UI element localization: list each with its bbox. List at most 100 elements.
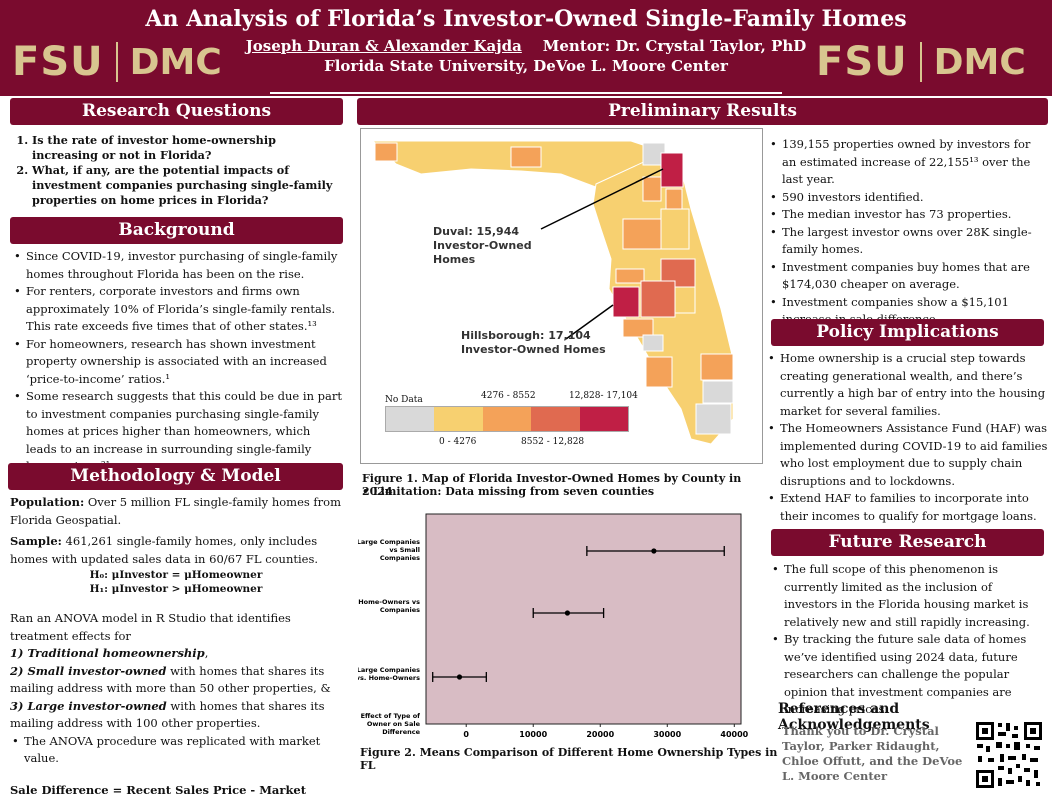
anova-replicated: The ANOVA procedure was replicated with …: [10, 733, 342, 768]
fsu-dmc-logo-right: FSU DMC: [816, 39, 1026, 85]
research-questions-list: Is the rate of investor home-ownership i…: [12, 133, 340, 208]
county-clay: [642, 176, 662, 202]
fsu-dmc-logo-left: FSU DMC: [12, 39, 222, 85]
chart-plot-area: [425, 513, 742, 725]
treatment-1: 1) Traditional homeownership,: [10, 646, 209, 660]
county-osceola: [674, 286, 696, 314]
research-question: Is the rate of investor home-ownership i…: [32, 133, 340, 163]
policy-item: Extend HAF to families to incorporate in…: [766, 490, 1048, 525]
figure-1-limitation: • Limitation: Data missing from seven co…: [362, 485, 655, 498]
poster-header: An Analysis of Florida’s Investor-Owned …: [0, 0, 1052, 96]
county-manatee: [622, 318, 654, 338]
county-pasco: [615, 268, 645, 284]
background-item: For renters, corporate investors and fir…: [12, 283, 342, 336]
florida-map-figure: Duval: 15,944 Investor-Owned Homes Hills…: [360, 128, 763, 464]
methodology-body: Population: Over 5 million FL single-fam…: [10, 494, 342, 802]
legend-range-4-label: 12,828- 17,104: [569, 391, 638, 401]
chart-category-labels: Large Companies vs Small Companies Home-Ow…: [358, 538, 421, 736]
treatment-3: 3) Large investor-owned with homes that …: [10, 698, 325, 731]
result-item: The largest investor owns over 28K singl…: [768, 224, 1046, 259]
author-names: Joseph Duran & Alexander Kajda: [245, 37, 522, 55]
means-comparison-chart: 0 10000 20000 30000 40000 Large Companies vs …: [358, 513, 749, 739]
results-list: 139,155 properties owned by investors fo…: [768, 136, 1046, 329]
sample: Sample: 461,261 single-family homes, onl…: [10, 534, 319, 566]
x-tick-label: 30000: [653, 730, 681, 739]
mean-point: [564, 610, 571, 616]
future-heading: Future Research: [771, 529, 1044, 556]
anova-intro: Ran an ANOVA model in R Studio that iden…: [10, 611, 291, 643]
x-tick-label: 40000: [720, 730, 748, 739]
header-divider: [270, 92, 782, 94]
methodology-heading: Methodology & Model: [8, 463, 343, 490]
x-tick-label: 0: [463, 730, 469, 739]
research-questions-heading: Research Questions: [10, 98, 343, 125]
qr-code-icon[interactable]: [974, 720, 1044, 790]
hypothesis-null: H₀: μInvestor = μHomeowner: [89, 569, 263, 581]
legend-swatch: [531, 407, 580, 431]
result-item: The median investor has 73 properties.: [768, 206, 1046, 224]
sale-difference-formula: Sale Difference = Recent Sales Price - M…: [10, 782, 307, 802]
county-desoto: [642, 334, 664, 352]
x-tick-label: 20000: [586, 730, 614, 739]
chart-marks: 0 10000 20000 30000 40000: [432, 546, 749, 739]
category-label: Large Companies vs Small Companies: [358, 538, 420, 562]
y-axis-label: Effect of Type of Owner on Sale Difference: [361, 712, 421, 736]
duval-label: Duval: 15,944 Investor-Owned Homes: [433, 225, 532, 266]
legend-swatch: [434, 407, 483, 431]
duval-callout-line: [540, 168, 664, 230]
research-question: What, if any, are the potential impacts …: [32, 163, 340, 208]
policy-list: Home ownership is a crucial step towards…: [766, 350, 1048, 525]
policy-item: The Homeowners Assistance Fund (HAF) was…: [766, 420, 1048, 490]
category-label: Large Companies vs. Home-Owners: [358, 666, 420, 682]
policy-heading: Policy Implications: [771, 319, 1044, 346]
map-legend: [385, 406, 629, 432]
county-leon: [510, 146, 542, 168]
population: Population: Over 5 million FL single-fam…: [10, 495, 342, 527]
result-item: 590 investors identified.: [768, 189, 1046, 207]
result-item: 139,155 properties owned by investors fo…: [768, 136, 1046, 189]
county-miamidade: [695, 403, 732, 435]
legend-no-data-label: No Data: [385, 395, 423, 405]
policy-item: Home ownership is a crucial step towards…: [766, 350, 1048, 420]
hillsborough-label: Hillsborough: 17,104 Investor-Owned Home…: [461, 329, 606, 356]
legend-range-3-label: 8552 - 12,828: [521, 437, 585, 447]
background-item: Since COVID-19, investor purchasing of s…: [12, 248, 342, 283]
county-polk: [640, 280, 676, 318]
references-heading: References and Acknowledgements: [778, 701, 930, 733]
county-palmbeach: [700, 353, 734, 381]
acknowledgements-text: Thank you to Dr. Crystal Taylor, Parker …: [782, 724, 963, 783]
legend-swatch: [579, 407, 629, 431]
legend-range-2-label: 4276 - 8552: [481, 391, 536, 401]
county-volusia: [660, 208, 690, 250]
county-hillsborough: [612, 286, 640, 318]
category-label: Home-Owners vs Companies: [358, 598, 420, 614]
county-marion: [622, 218, 662, 250]
background-heading: Background: [10, 217, 343, 244]
legend-swatch: [482, 407, 532, 431]
mean-point: [651, 548, 657, 554]
hillsborough-callout-line: [565, 304, 614, 340]
authors-line: Joseph Duran & Alexander Kajda Mentor: D…: [0, 37, 1052, 55]
future-list: The full scope of this phenomenon is cur…: [770, 561, 1048, 719]
affiliation: Florida State University, DeVoe L. Moore…: [324, 57, 728, 75]
figure-2-caption: Figure 2. Means Comparison of Different …: [360, 746, 778, 772]
result-item: Investment companies buy homes that are …: [768, 259, 1046, 294]
mean-point: [456, 674, 463, 680]
poster-title: An Analysis of Florida’s Investor-Owned …: [145, 6, 907, 32]
results-heading: Preliminary Results: [357, 98, 1048, 125]
county-duval: [660, 152, 684, 188]
county-lee: [645, 356, 673, 388]
x-tick-label: 10000: [519, 730, 547, 739]
legend-range-1-label: 0 - 4276: [439, 437, 477, 447]
future-item: By tracking the future sale data of home…: [770, 631, 1048, 719]
hypothesis-alt: H₁: μInvestor > μHomeowner: [89, 583, 263, 595]
future-item: The full scope of this phenomenon is cur…: [770, 561, 1048, 631]
county-broward: [702, 380, 734, 404]
background-list: Since COVID-19, investor purchasing of s…: [12, 248, 342, 476]
legend-swatch: [386, 407, 435, 431]
background-item: For homeowners, research has shown inves…: [12, 336, 342, 389]
county-escambia: [374, 142, 398, 162]
treatment-2: 2) Small investor-owned with homes that …: [10, 663, 331, 696]
florida-map-svg: [371, 140, 734, 445]
figure-1-caption: Figure 1. Map of Florida Investor-Owned …: [362, 472, 742, 498]
